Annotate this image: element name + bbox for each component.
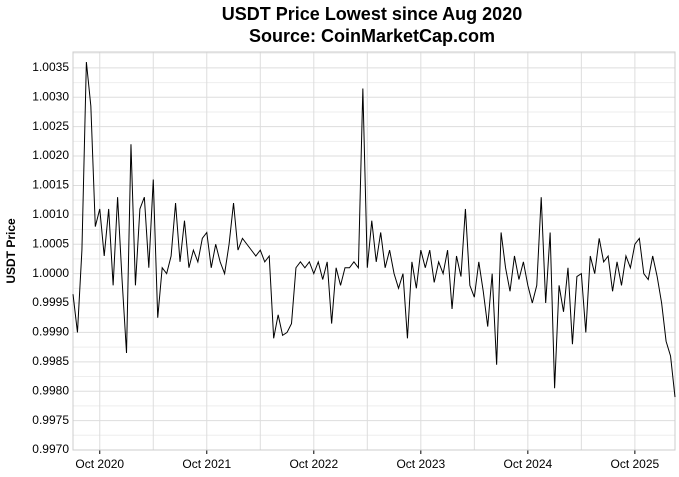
plot-frame [72,51,676,451]
x-tick-label: Oct 2020 [75,457,124,471]
y-tick-label: 0.9970 [32,442,69,456]
y-tick-label: 1.0000 [32,266,69,280]
y-tick-label: 1.0025 [32,119,69,133]
y-tick-label: 1.0010 [32,207,69,221]
y-tick-label: 0.9980 [32,383,69,397]
y-tick-label: 0.9985 [32,354,69,368]
x-tick-label: Oct 2025 [611,457,660,471]
y-tick-label: 1.0030 [32,89,69,103]
x-tick-label: Oct 2021 [182,457,231,471]
y-tick-label: 0.9995 [32,295,69,309]
y-tick-label: 1.0035 [32,60,69,74]
y-tick-label: 1.0015 [32,178,69,192]
y-tick-label: 1.0020 [32,148,69,162]
chart-subtitle: Source: CoinMarketCap.com [249,26,495,46]
y-axis-label: USDT Price [4,218,18,284]
y-tick-label: 0.9975 [32,413,69,427]
x-tick-label: Oct 2024 [503,457,552,471]
chart-title: USDT Price Lowest since Aug 2020 [222,4,522,24]
price-line [72,61,676,398]
x-tick-label: Oct 2022 [289,457,338,471]
y-tick-label: 1.0005 [32,236,69,250]
x-tick-label: Oct 2023 [396,457,445,471]
y-tick-label: 0.9990 [32,325,69,339]
